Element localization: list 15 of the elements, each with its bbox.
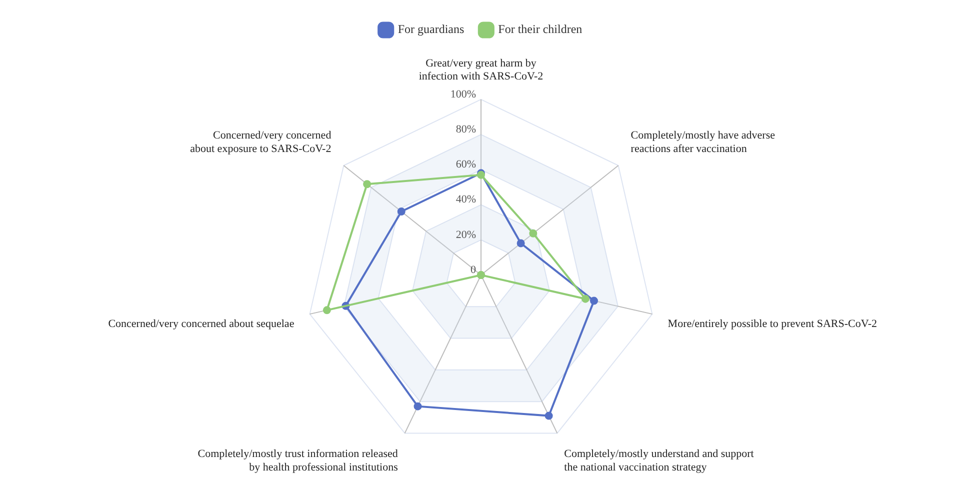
spoke-label: More/entirely possible to prevent SARS-CoV-2 [668,318,877,330]
legend-label: For their children [498,22,582,36]
spoke-label: Completely/mostly understand and support the national vaccination strategy [564,448,754,474]
y-tick-label: 60% [456,158,476,171]
spoke-label: Completely/mostly have adverse reactions after vaccination [630,130,776,155]
spoke-label: Concerned/very concerned about sequelae [108,318,294,330]
y-tick-label: 80% [456,123,476,136]
y-tick-label: 40% [456,194,476,206]
y-tick-label: 20% [456,228,476,241]
legend-label: For guardians [398,22,465,36]
spoke-label: Concerned/very concerned about exposure to SARS-CoV-2 [190,130,332,155]
spoke-label: Completely/mostly trust information released by health professional institutions [198,448,398,474]
y-tick-label: 0 [470,264,476,276]
spoke-label: Great/very great harm by infection with SARS-CoV-2 [418,57,544,83]
y-tick-label: 100% [450,88,476,100]
